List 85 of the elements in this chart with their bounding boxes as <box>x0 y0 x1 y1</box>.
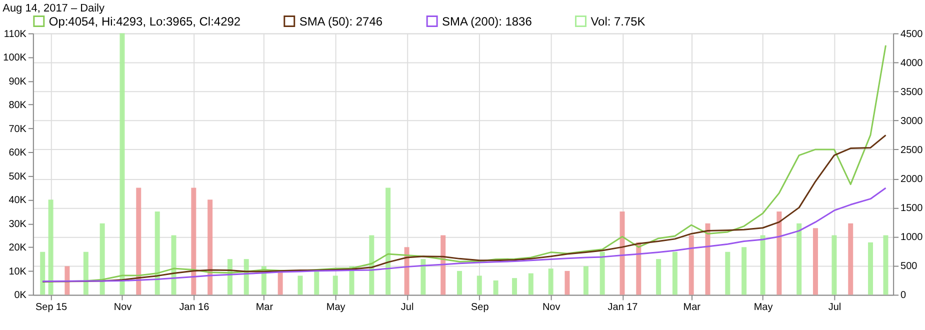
y2-tick-label: 0 <box>900 290 907 302</box>
bar <box>656 259 662 295</box>
y-tick-label: 90K <box>8 76 27 88</box>
y-tick-label: 110K <box>4 28 27 40</box>
y2-tick-label: 1000 <box>900 232 924 244</box>
bar <box>760 235 766 295</box>
bar <box>83 252 88 295</box>
legend-label: Op:4054, Hi:4293, Lo:3965, Cl:4292 <box>48 14 241 28</box>
bar <box>620 212 625 295</box>
bar <box>812 228 818 295</box>
bar <box>100 223 105 295</box>
bar <box>848 223 854 295</box>
x-tick-label: Sep 15 <box>35 302 68 314</box>
legend-label: Vol: 7.75K <box>590 14 646 28</box>
y2-tick-label: 3500 <box>900 86 924 98</box>
bar <box>832 235 837 295</box>
line-series <box>42 134 886 282</box>
bar <box>796 223 802 295</box>
bar <box>528 273 534 295</box>
y-tick-label: 70K <box>8 124 27 135</box>
y-tick-label: 30K <box>8 218 27 230</box>
x-tick-label: Nov <box>114 302 132 314</box>
x-tick-label: Mar <box>683 302 702 314</box>
bar <box>404 247 410 295</box>
bar <box>564 270 570 295</box>
y-tick-label: 100K <box>3 52 27 64</box>
x-tick-label: Jan 17 <box>608 302 638 314</box>
bar <box>369 235 374 295</box>
bar <box>64 266 70 295</box>
y2-tick-label: 2500 <box>900 144 924 156</box>
y2-tick-label: 500 <box>900 261 918 272</box>
y-tick-label: 20K <box>8 242 27 254</box>
bar <box>208 200 213 295</box>
y2-tick-label: 3000 <box>900 116 924 127</box>
y2-tick-label: 1500 <box>900 203 924 214</box>
bar <box>600 252 605 295</box>
x-tick-label: Sep <box>471 302 490 314</box>
bar <box>672 252 678 295</box>
bar <box>420 259 426 295</box>
bar <box>476 276 482 295</box>
y-tick-label: 40K <box>8 195 27 206</box>
bar <box>298 276 303 295</box>
x-tick-label: May <box>326 302 346 314</box>
bar <box>440 235 446 295</box>
bar <box>725 252 730 295</box>
y-tick-label: 10K <box>8 266 27 278</box>
x-tick-label: Jan 16 <box>179 302 210 314</box>
y-tick-label: 0K <box>14 290 27 302</box>
x-tick-label: May <box>754 302 773 314</box>
y2-tick-label: 4500 <box>900 28 924 40</box>
y2-tick-label: 2000 <box>900 174 924 185</box>
legend-label: SMA (50): 2746 <box>299 14 383 28</box>
bar <box>742 247 747 295</box>
bar <box>456 270 462 295</box>
line-series <box>42 187 886 282</box>
bar <box>171 235 176 295</box>
bar <box>493 280 498 295</box>
x-tick-label: Jul <box>828 302 842 314</box>
bar <box>332 276 338 295</box>
bar <box>136 188 142 295</box>
y2-tick-label: 4000 <box>900 58 924 69</box>
bar <box>154 212 160 295</box>
x-tick-label: Mar <box>256 302 274 314</box>
bar <box>583 266 588 295</box>
bar <box>191 188 196 295</box>
bar <box>314 270 320 295</box>
bar <box>386 188 391 295</box>
bar <box>776 212 782 295</box>
chart-title: Aug 14, 2017 – Daily <box>2 2 105 14</box>
bar <box>48 200 54 295</box>
x-tick-label: Jul <box>400 302 414 314</box>
bar <box>278 270 283 295</box>
bar <box>512 278 518 295</box>
bar <box>40 252 46 295</box>
y-tick-label: 80K <box>8 100 27 112</box>
legend-label: SMA (200): 1836 <box>442 14 532 28</box>
bar <box>705 223 710 295</box>
bar <box>868 242 874 295</box>
y-tick-label: 60K <box>8 148 27 159</box>
bar <box>688 235 694 295</box>
x-tick-label: Nov <box>542 302 560 314</box>
y-tick-label: 50K <box>8 171 27 182</box>
bar <box>548 268 554 295</box>
bar <box>883 235 888 295</box>
bar <box>244 259 249 295</box>
